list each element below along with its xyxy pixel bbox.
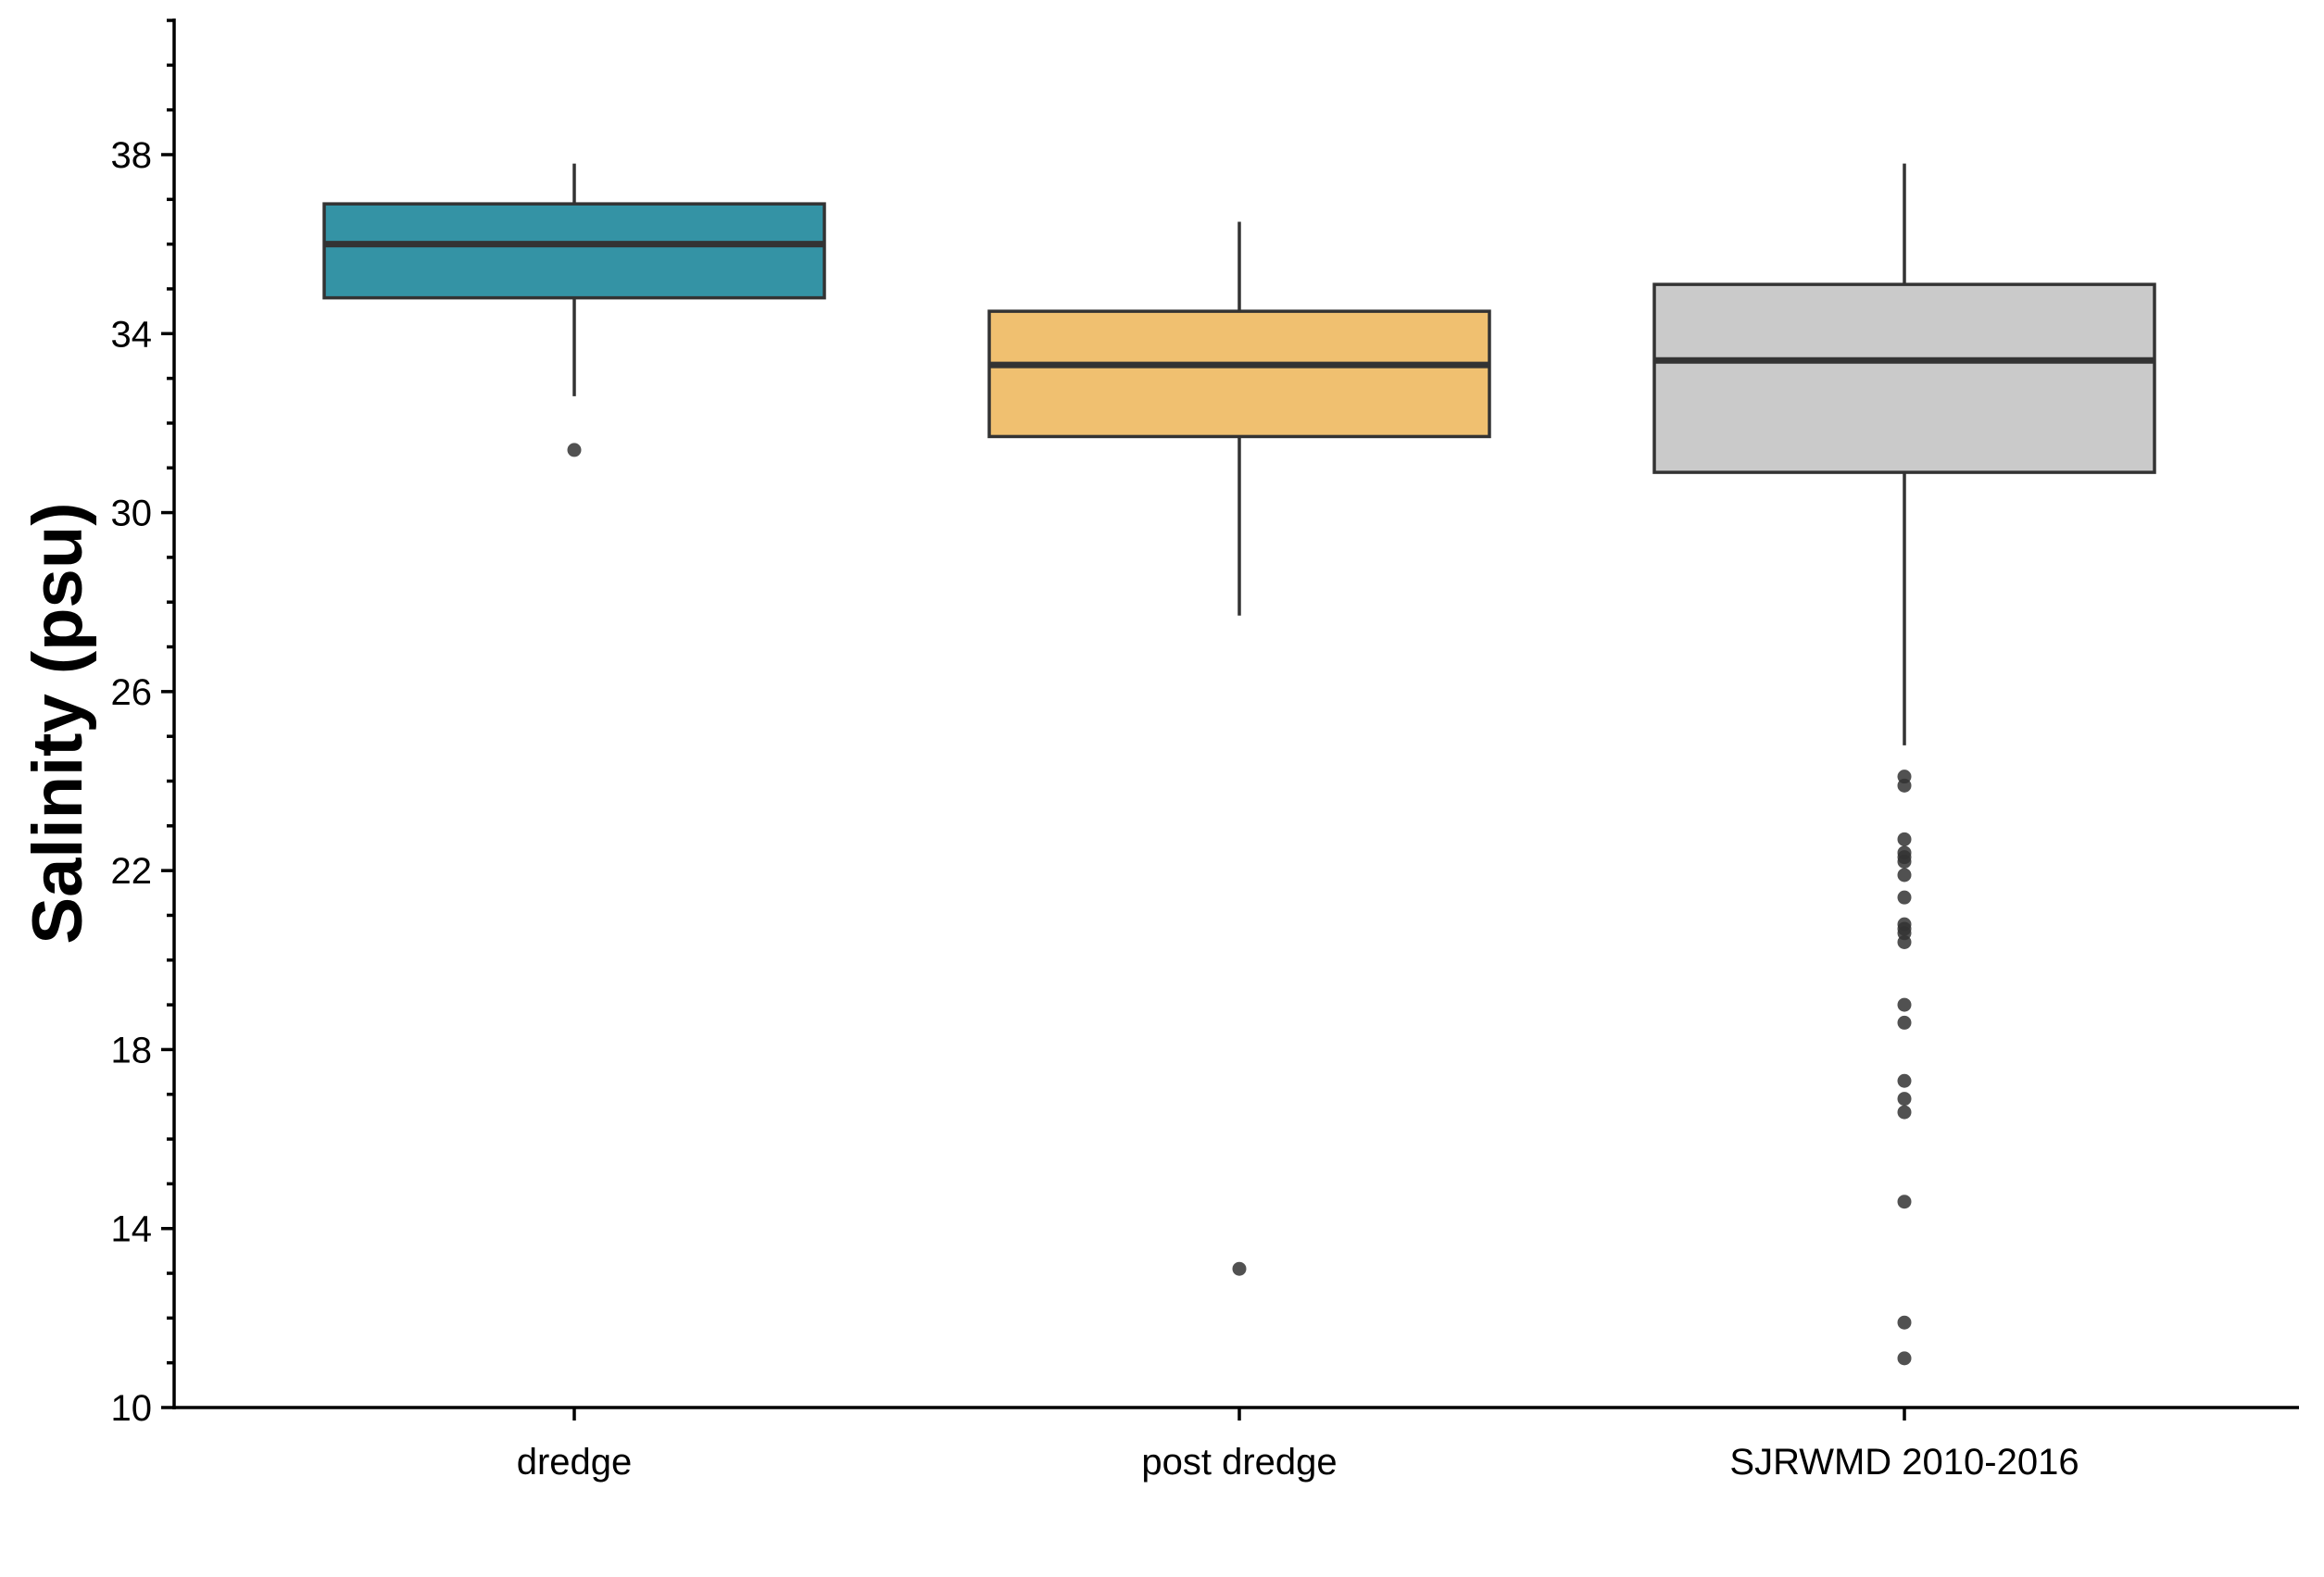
- x-axis: dredge post dredge SJRWMD 2010-2016: [517, 1408, 2079, 1483]
- box-iqr: [987, 309, 1491, 439]
- box-group: [322, 163, 826, 457]
- y-tick-label: 38: [111, 135, 153, 176]
- y-tick-label: 30: [111, 494, 153, 534]
- y-tick-label: 26: [111, 672, 153, 713]
- outlier-point: [1897, 1073, 1912, 1088]
- x-tick-label: SJRWMD 2010-2016: [1729, 1442, 2079, 1483]
- outlier-point: [1897, 778, 1912, 793]
- outlier-point: [1897, 1105, 1912, 1120]
- outlier-point: [1897, 1092, 1912, 1107]
- outlier-point: [1897, 997, 1912, 1012]
- box-iqr: [322, 202, 826, 300]
- outlier-point: [1897, 868, 1912, 882]
- outlier-point: [1897, 890, 1912, 905]
- y-axis: 10 14 18 22 26 30 34 38: [111, 19, 174, 1429]
- outlier-point: [1232, 1261, 1247, 1276]
- box-group: [1652, 163, 2156, 1366]
- outlier-point: [1897, 854, 1912, 869]
- outlier-point: [1897, 934, 1912, 949]
- plot-area: [322, 163, 2156, 1366]
- y-axis-label: Salinity (psu): [19, 502, 97, 944]
- x-tick-label: dredge: [517, 1442, 633, 1483]
- y-tick-label: 10: [111, 1388, 153, 1429]
- y-tick-label: 34: [111, 314, 153, 355]
- outlier-point: [1897, 1015, 1912, 1030]
- box-group: [987, 221, 1491, 1276]
- outlier-point: [1897, 832, 1912, 846]
- outlier-point: [1897, 1315, 1912, 1330]
- outlier-point: [1897, 1195, 1912, 1209]
- y-tick-label: 14: [111, 1209, 153, 1250]
- x-tick-label: post dredge: [1141, 1442, 1337, 1483]
- outlier-point: [1897, 1351, 1912, 1366]
- box-iqr: [1652, 282, 2156, 474]
- outlier-point: [567, 443, 582, 457]
- y-tick-label: 22: [111, 851, 153, 892]
- y-tick-label: 18: [111, 1030, 153, 1070]
